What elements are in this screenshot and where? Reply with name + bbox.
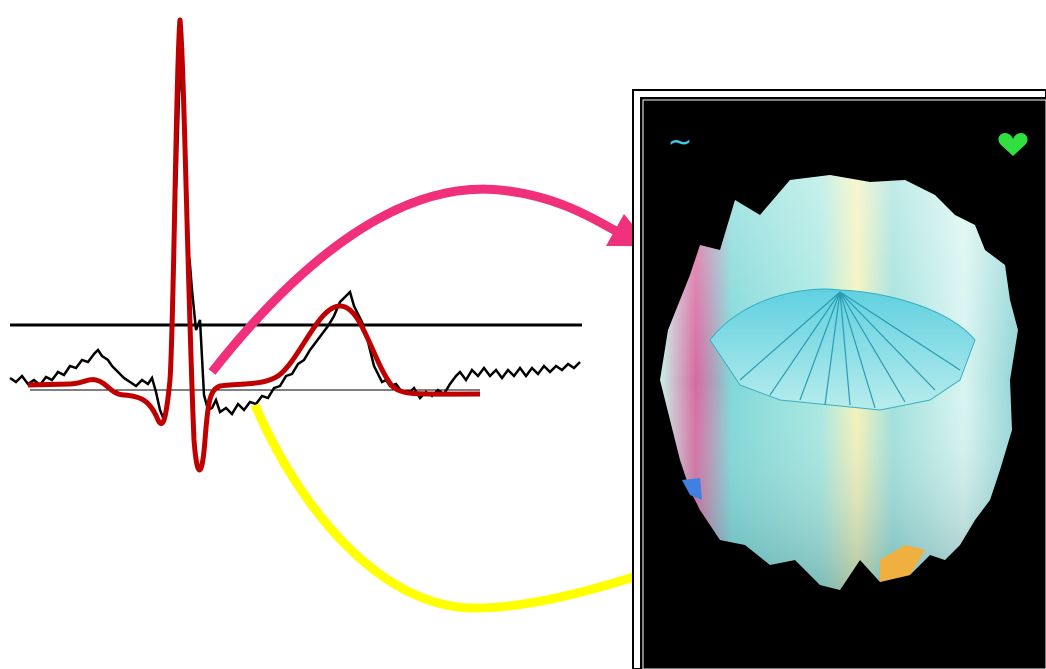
pink-arrow: [212, 189, 625, 372]
visualization-panel: ~: [633, 90, 1046, 669]
wave-icon: ~: [667, 125, 692, 160]
raw-ecg: [10, 60, 580, 420]
illustration: ~: [0, 0, 1046, 669]
